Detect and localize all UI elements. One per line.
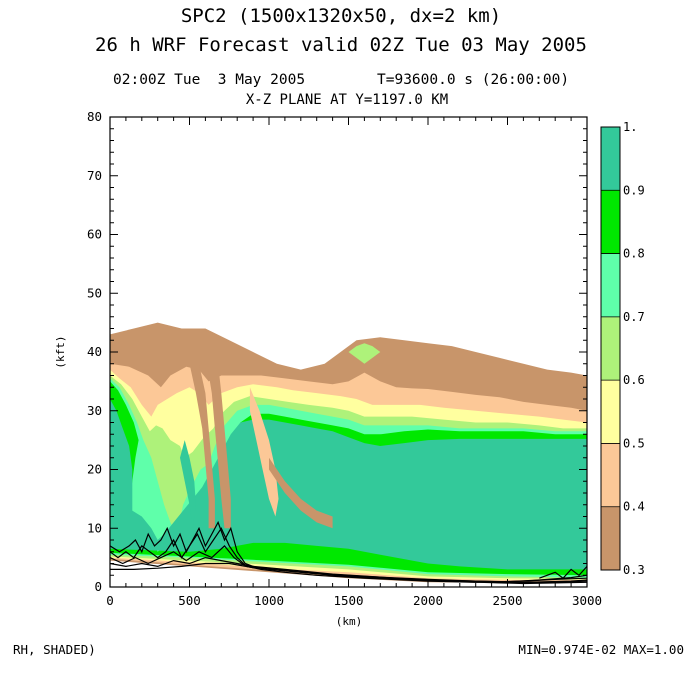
min-max-label: MIN=0.974E-02 MAX=1.00: [518, 642, 684, 657]
y-tick-label: 10: [87, 520, 102, 535]
x-tick-label: 1500: [333, 593, 363, 608]
contour-lines: [110, 520, 587, 585]
y-tick-label: 20: [87, 462, 102, 477]
colorbar-label: 0.4: [623, 500, 645, 514]
colorbar-swatch: [601, 443, 620, 507]
rh-overlay-2: [189, 363, 215, 529]
colorbar-label: 0.3: [623, 563, 645, 577]
chart-title-line1: SPC2 (1500x1320x50, dx=2 km): [181, 5, 501, 27]
field-label: RH, SHADED): [13, 642, 96, 657]
colorbar: 0.3 0.4 0.5 0.6 0.7 0.8 0.9 1.: [600, 120, 645, 577]
colorbar-label: 0.6: [623, 373, 645, 387]
x-tick-label: 1000: [254, 593, 284, 608]
time-label: 02:00Z Tue 3 May 2005: [113, 72, 305, 88]
y-tick-label: 50: [87, 285, 102, 300]
y-tick-label: 80: [87, 109, 102, 124]
colorbar-label: 1.: [623, 120, 637, 134]
rh-overlay-0: [249, 387, 279, 517]
x-tick-label: 500: [178, 593, 201, 608]
rh-overlay-3: [269, 457, 333, 529]
seconds-label: T=93600.0 s (26:00:00): [377, 72, 569, 88]
shaded-regions: [110, 322, 587, 583]
x-axis-label: (km): [336, 615, 363, 628]
x-tick-label: 0: [106, 593, 114, 608]
colorbar-swatch: [601, 506, 620, 570]
x-tick-label: 3000: [572, 593, 602, 608]
x-tick-label: 2000: [413, 593, 443, 608]
colorbar-label: 0.8: [623, 247, 645, 261]
colorbar-frame: [600, 126, 621, 571]
colorbar-swatch: [601, 190, 620, 254]
plane-label: X-Z PLANE AT Y=1197.0 KM: [246, 92, 448, 108]
rh-overlay-4: [348, 343, 381, 364]
rh-overlay-1: [207, 363, 231, 529]
colorbar-label: 0.7: [623, 310, 645, 324]
y-tick-label: 40: [87, 344, 102, 359]
x-tick-label: 2500: [492, 593, 522, 608]
colorbar-swatch: [601, 127, 620, 191]
colorbar-swatch: [601, 253, 620, 317]
overlay-regions: [180, 343, 381, 529]
colorbar-label: 0.5: [623, 436, 645, 450]
colorbar-label: 0.9: [623, 183, 645, 197]
colorbar-swatch: [601, 316, 620, 381]
y-tick-label: 0: [94, 579, 102, 594]
y-axis: 0 10 20 30 40 50 60 70 80: [87, 109, 587, 594]
y-tick-label: 30: [87, 403, 102, 418]
y-axis-label: (kft): [54, 335, 67, 368]
y-tick-label: 70: [87, 168, 102, 183]
contour-line-4: [110, 562, 587, 585]
y-tick-label: 60: [87, 227, 102, 242]
contour-line-5: [539, 565, 587, 580]
rh-overlay-5: [180, 440, 196, 529]
x-axis: 0 500 1000 1500 2000 2500 3000: [106, 117, 602, 608]
colorbar-swatch: [601, 380, 620, 444]
chart-title-line2: 26 h WRF Forecast valid 02Z Tue 03 May 2…: [95, 34, 587, 56]
